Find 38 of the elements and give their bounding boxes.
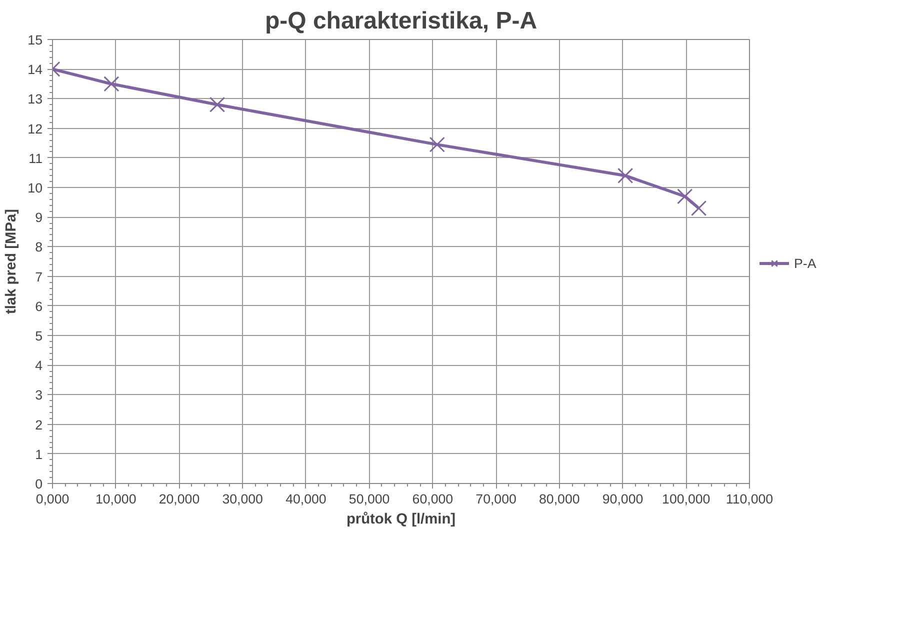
y-tick-label: 1 <box>35 446 43 462</box>
y-tick-label: 14 <box>28 62 44 78</box>
y-tick-label: 8 <box>35 240 43 255</box>
x-tick-label: 90,000 <box>602 492 644 506</box>
y-tick-label: 2 <box>35 417 43 432</box>
y-tick-label: 3 <box>35 388 43 403</box>
point <box>429 136 445 152</box>
x-tick-label: 110,000 <box>726 492 774 506</box>
y-tick-label: 7 <box>35 269 43 284</box>
y-tick-label: 11 <box>28 150 43 166</box>
y-tick-label: 15 <box>28 32 43 48</box>
x-tick-label: 50,000 <box>348 492 390 506</box>
y-tick-label: 10 <box>28 180 43 196</box>
point <box>104 76 120 92</box>
x-tick-label: 70,000 <box>476 492 516 506</box>
chart-title: p-Q charakteristika, P-A <box>264 8 538 34</box>
y-tick-label: 0 <box>35 476 43 492</box>
y-tick-label: 12 <box>28 121 43 136</box>
point <box>690 200 707 216</box>
y-tick-label: 13 <box>28 92 43 107</box>
x-tick-label: 60,000 <box>412 492 454 506</box>
point <box>617 168 634 184</box>
x-tick-label: 30,000 <box>222 492 263 506</box>
x-axis-title: průtok Q [l/min] <box>346 512 456 528</box>
x-tick-label: 80,000 <box>539 492 580 506</box>
x-tick-label: 0,000 <box>36 492 70 506</box>
x-tick-label: 10,000 <box>95 492 136 506</box>
y-axis-title: tlak pred [MPa] <box>4 208 20 314</box>
point <box>677 188 693 204</box>
y-tick-label: 9 <box>35 210 43 226</box>
point <box>209 96 226 112</box>
legend-label: P-A <box>794 256 816 270</box>
y-tick-label: 6 <box>35 298 43 314</box>
y-tick-label: 4 <box>35 358 44 374</box>
x-tick-label: 100,000 <box>662 492 710 506</box>
x-tick-label: 20,000 <box>158 492 200 506</box>
y-tick-label: 5 <box>35 328 43 344</box>
x-tick-label: 40,000 <box>286 492 326 506</box>
